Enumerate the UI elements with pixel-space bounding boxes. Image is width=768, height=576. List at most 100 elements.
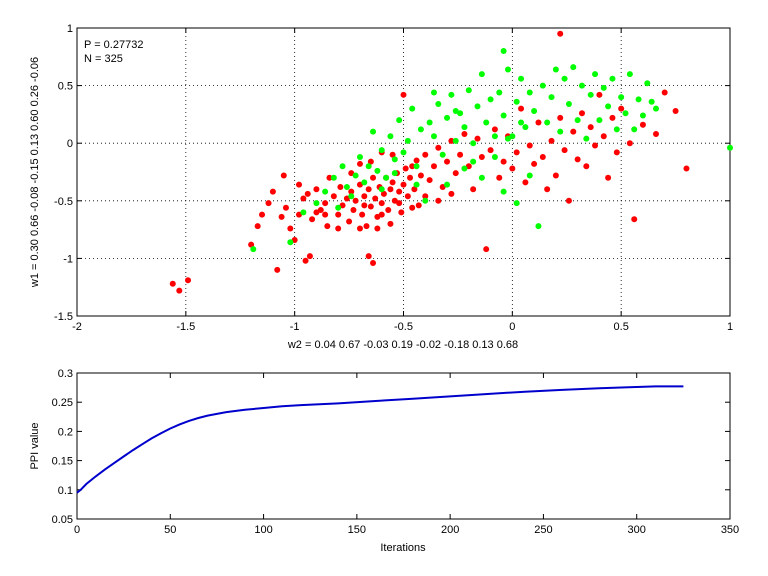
scatter-ylabel: w1 = 0.30 0.66 -0.08 -0.15 0.13 0.60 0.2…: [29, 57, 41, 288]
green-point: [631, 126, 638, 133]
red-point: [400, 181, 407, 188]
scatter-annotation-n: N = 325: [84, 53, 123, 65]
red-point: [326, 174, 333, 181]
red-point: [500, 158, 507, 165]
red-point: [330, 193, 337, 200]
green-point: [365, 163, 372, 170]
red-point: [296, 181, 303, 188]
green-point: [531, 107, 538, 114]
green-point: [404, 137, 411, 144]
red-point: [185, 277, 192, 284]
red-point: [531, 160, 538, 167]
red-point: [409, 204, 416, 211]
red-point: [652, 130, 659, 137]
green-point: [430, 89, 437, 96]
green-point: [435, 101, 442, 108]
green-point: [548, 94, 555, 101]
red-point: [378, 200, 385, 207]
line-x-tick-label: 300: [628, 524, 646, 536]
scatter-grid: [77, 28, 730, 316]
red-point: [448, 137, 455, 144]
red-point: [169, 280, 176, 287]
red-point: [618, 105, 625, 112]
scatter-x-tick-label: 0: [509, 321, 515, 333]
green-point: [322, 188, 329, 195]
green-point: [561, 75, 568, 82]
green-point: [383, 174, 390, 181]
red-point: [565, 197, 572, 204]
red-point: [592, 142, 599, 149]
scatter-annotation-p: P = 0.27732: [84, 39, 143, 51]
red-point: [417, 172, 424, 179]
red-point: [335, 225, 342, 232]
red-point: [372, 195, 379, 202]
scatter-y-tick-label: -1.5: [54, 311, 73, 323]
green-point: [439, 151, 446, 158]
red-point: [557, 114, 564, 121]
red-point: [461, 130, 468, 137]
red-point: [605, 174, 612, 181]
red-point: [561, 147, 568, 154]
green-point: [417, 126, 424, 133]
red-point: [282, 204, 289, 211]
scatter-y-tick-label: 0: [67, 138, 73, 150]
green-point: [574, 117, 581, 124]
red-point: [356, 225, 363, 232]
red-point: [322, 211, 329, 218]
green-point: [422, 197, 429, 204]
red-point: [309, 216, 316, 223]
green-point: [374, 167, 381, 174]
red-point: [304, 190, 311, 197]
green-point: [496, 89, 503, 96]
green-point: [605, 103, 612, 110]
line-x-tick-label: 150: [348, 524, 366, 536]
red-point: [402, 165, 409, 172]
red-point: [407, 174, 414, 181]
scatter-points: [169, 30, 733, 294]
red-point: [411, 186, 418, 193]
red-point: [396, 200, 403, 207]
red-point: [248, 241, 255, 248]
line-series: [76, 385, 684, 494]
red-point: [348, 188, 355, 195]
red-point: [483, 246, 490, 253]
green-point: [478, 174, 485, 181]
green-point: [474, 103, 481, 110]
line-y-tick-label: 0.2: [58, 426, 73, 438]
red-point: [361, 202, 368, 209]
red-point: [444, 158, 451, 165]
green-point: [335, 204, 342, 211]
red-point: [426, 177, 433, 184]
green-point: [513, 98, 520, 105]
line-ylabel: PPI value: [29, 422, 41, 469]
green-point: [391, 170, 398, 177]
red-point: [389, 179, 396, 186]
green-point: [648, 98, 655, 105]
green-point: [526, 172, 533, 179]
red-point: [448, 190, 455, 197]
red-point: [278, 213, 285, 220]
red-point: [361, 193, 368, 200]
red-point: [409, 163, 416, 170]
red-point: [370, 260, 377, 267]
scatter-ticks: -2 -1.5 -1 -0.5 0 0.5 1-1.5-1-0.500.51: [54, 23, 733, 333]
red-point: [491, 126, 498, 133]
red-point: [478, 154, 485, 161]
red-point: [583, 163, 590, 170]
ppi-curve: [76, 385, 684, 494]
red-point: [254, 223, 261, 230]
red-point: [350, 207, 357, 214]
green-point: [356, 154, 363, 161]
red-point: [552, 172, 559, 179]
red-point: [356, 160, 363, 167]
green-point: [391, 156, 398, 163]
red-point: [430, 163, 437, 170]
red-point: [306, 253, 313, 260]
green-point: [613, 126, 620, 133]
green-point: [552, 66, 559, 73]
red-point: [176, 287, 183, 294]
red-point: [280, 172, 287, 179]
green-point: [400, 149, 407, 156]
green-point: [465, 87, 472, 94]
line-x-tick-label: 100: [254, 524, 272, 536]
